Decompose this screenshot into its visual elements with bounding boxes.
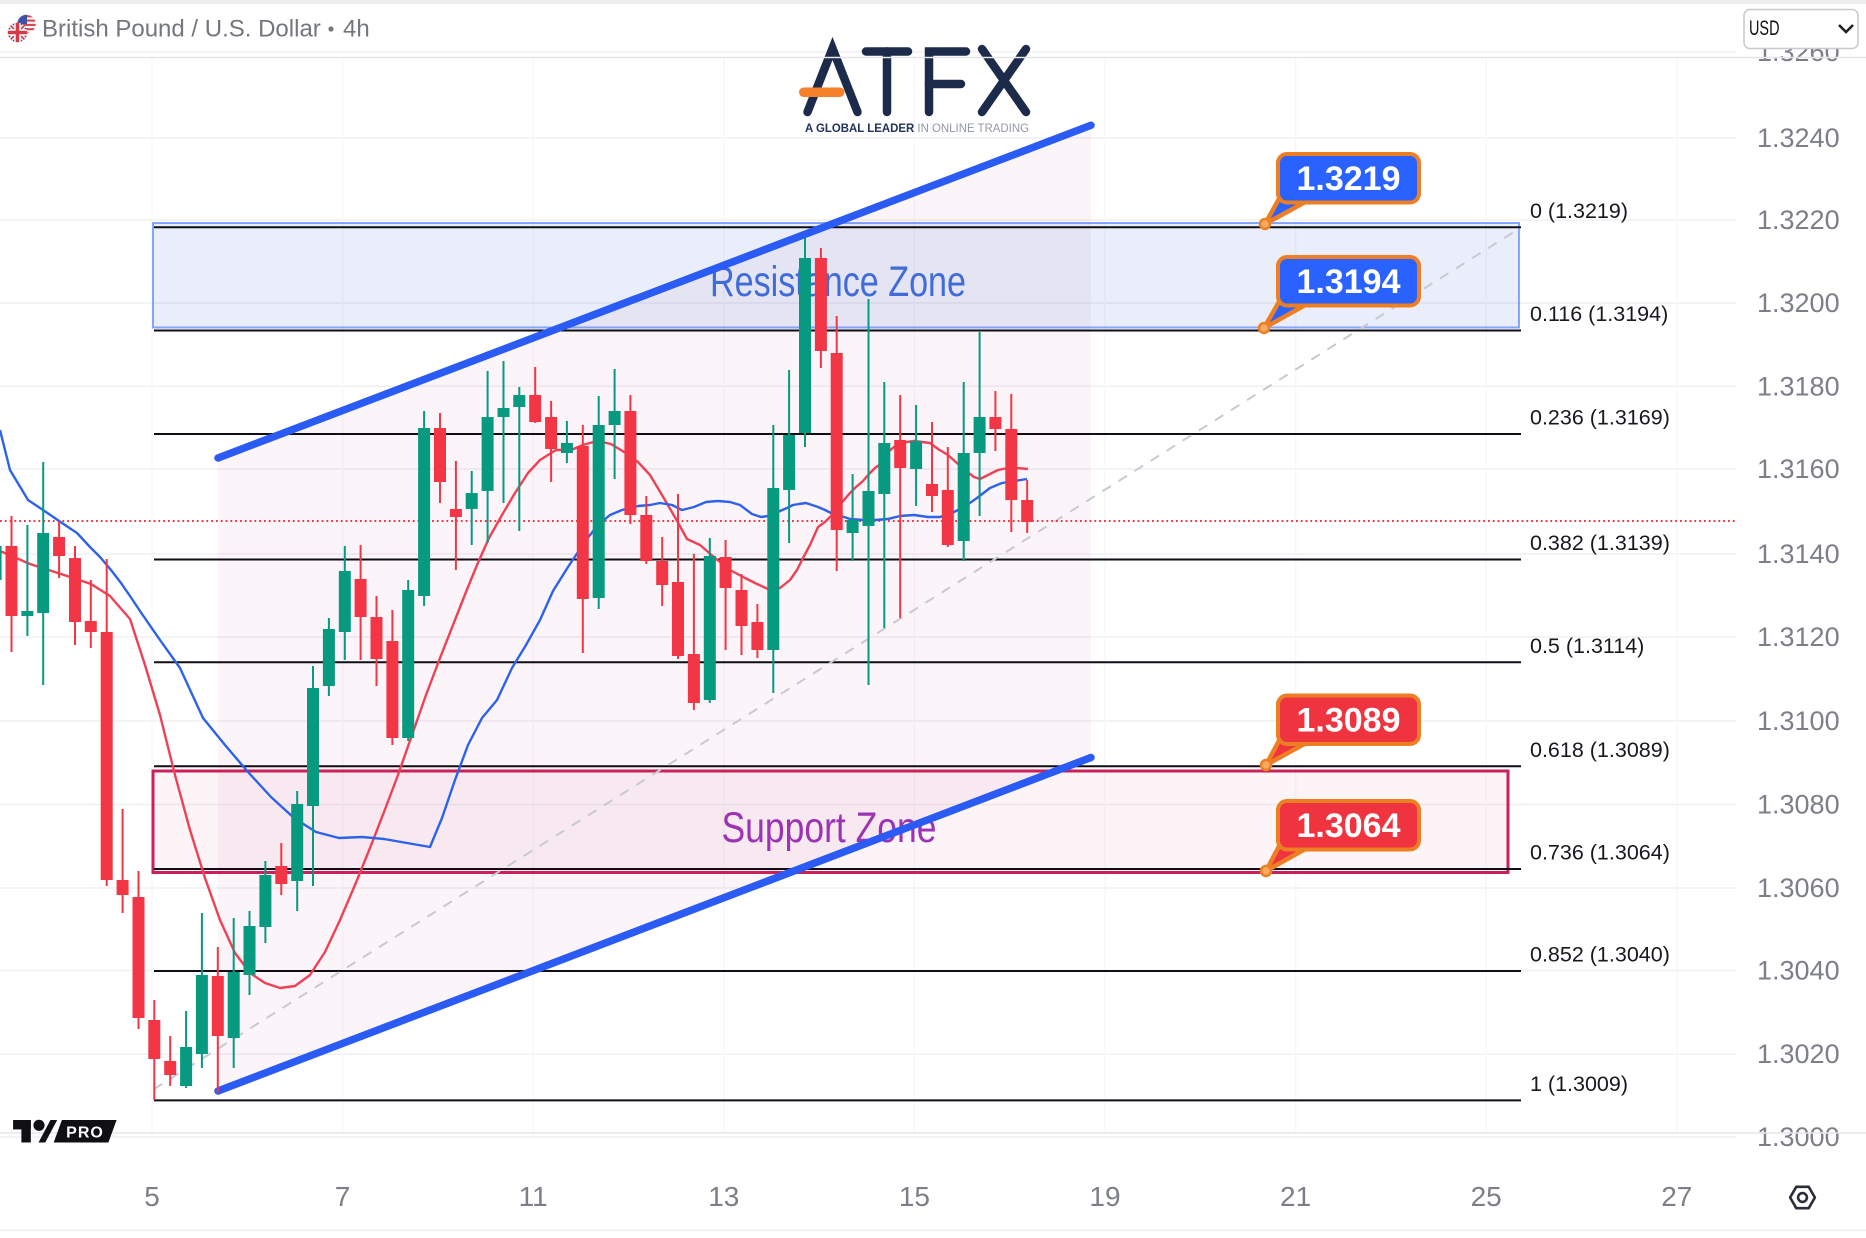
svg-text:1.3060: 1.3060 — [1757, 873, 1840, 903]
svg-text:0.736 (1.3064): 0.736 (1.3064) — [1530, 841, 1670, 865]
svg-text:5: 5 — [144, 1181, 160, 1212]
svg-text:A GLOBAL LEADER IN ONLINE TRAD: A GLOBAL LEADER IN ONLINE TRADING — [805, 123, 1029, 135]
svg-text:British Pound / U.S. Dollar: British Pound / U.S. Dollar — [42, 16, 321, 43]
svg-text:13: 13 — [708, 1181, 739, 1212]
svg-text:0.5 (1.3114): 0.5 (1.3114) — [1530, 634, 1644, 658]
svg-text:1.3160: 1.3160 — [1757, 454, 1840, 484]
svg-text:Resistance Zone: Resistance Zone — [710, 258, 966, 306]
svg-text:19: 19 — [1089, 1181, 1120, 1212]
svg-text:1.3120: 1.3120 — [1757, 622, 1840, 652]
svg-text:0.116 (1.3194): 0.116 (1.3194) — [1530, 302, 1668, 326]
svg-text:1.3000: 1.3000 — [1757, 1122, 1840, 1152]
svg-text:1.3200: 1.3200 — [1757, 288, 1840, 318]
svg-text:1.3240: 1.3240 — [1757, 123, 1840, 153]
svg-text:1.3080: 1.3080 — [1757, 790, 1840, 820]
svg-text:25: 25 — [1471, 1181, 1502, 1212]
svg-text:0.852 (1.3040): 0.852 (1.3040) — [1530, 943, 1670, 967]
svg-text:1.3089: 1.3089 — [1297, 702, 1401, 740]
svg-text:1 (1.3009): 1 (1.3009) — [1530, 1072, 1628, 1096]
svg-text:1.3194: 1.3194 — [1297, 263, 1401, 301]
svg-text:0.618 (1.3089): 0.618 (1.3089) — [1530, 738, 1670, 762]
svg-text:1.3064: 1.3064 — [1297, 807, 1401, 845]
svg-text:USD: USD — [1749, 17, 1780, 40]
svg-text:1.3140: 1.3140 — [1757, 539, 1840, 569]
svg-text:1.3020: 1.3020 — [1757, 1039, 1840, 1069]
svg-text:7: 7 — [335, 1181, 351, 1212]
svg-text:4h: 4h — [343, 16, 370, 43]
svg-text:1.3219: 1.3219 — [1297, 160, 1401, 198]
svg-text:0 (1.3219): 0 (1.3219) — [1530, 199, 1628, 223]
svg-text:27: 27 — [1661, 1181, 1692, 1212]
svg-text:0.382 (1.3139): 0.382 (1.3139) — [1530, 531, 1670, 555]
svg-text:11: 11 — [519, 1181, 548, 1212]
svg-text:1.3100: 1.3100 — [1757, 706, 1840, 736]
svg-text:1.3220: 1.3220 — [1757, 205, 1840, 235]
svg-text:1.3180: 1.3180 — [1757, 371, 1840, 401]
svg-text:15: 15 — [899, 1181, 930, 1212]
svg-text:0.236 (1.3169): 0.236 (1.3169) — [1530, 406, 1670, 430]
svg-text:21: 21 — [1280, 1181, 1311, 1212]
svg-text:1.3040: 1.3040 — [1757, 956, 1840, 986]
svg-text:PRO: PRO — [66, 1125, 104, 1142]
